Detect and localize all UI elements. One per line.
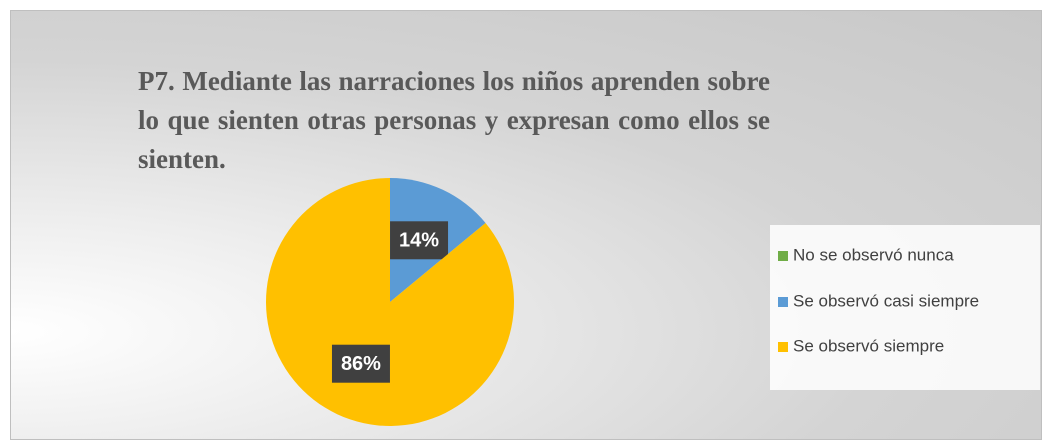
legend-box: [770, 225, 1040, 390]
legend-label: Se observó casi siempre: [793, 291, 979, 310]
legend-swatch: [778, 342, 788, 352]
legend-label: No se observó nunca: [793, 245, 954, 264]
legend-label: Se observó siempre: [793, 336, 944, 355]
data-label-box: [331, 344, 390, 383]
data-label: 86%: [341, 353, 381, 375]
data-label: 14%: [399, 230, 439, 252]
legend-swatch: [778, 251, 788, 261]
data-label-box: [390, 221, 449, 260]
pie-slice: [266, 178, 514, 426]
legend-swatch: [778, 297, 788, 307]
chart-title: P7. Mediante las narraciones los niños a…: [138, 66, 770, 174]
